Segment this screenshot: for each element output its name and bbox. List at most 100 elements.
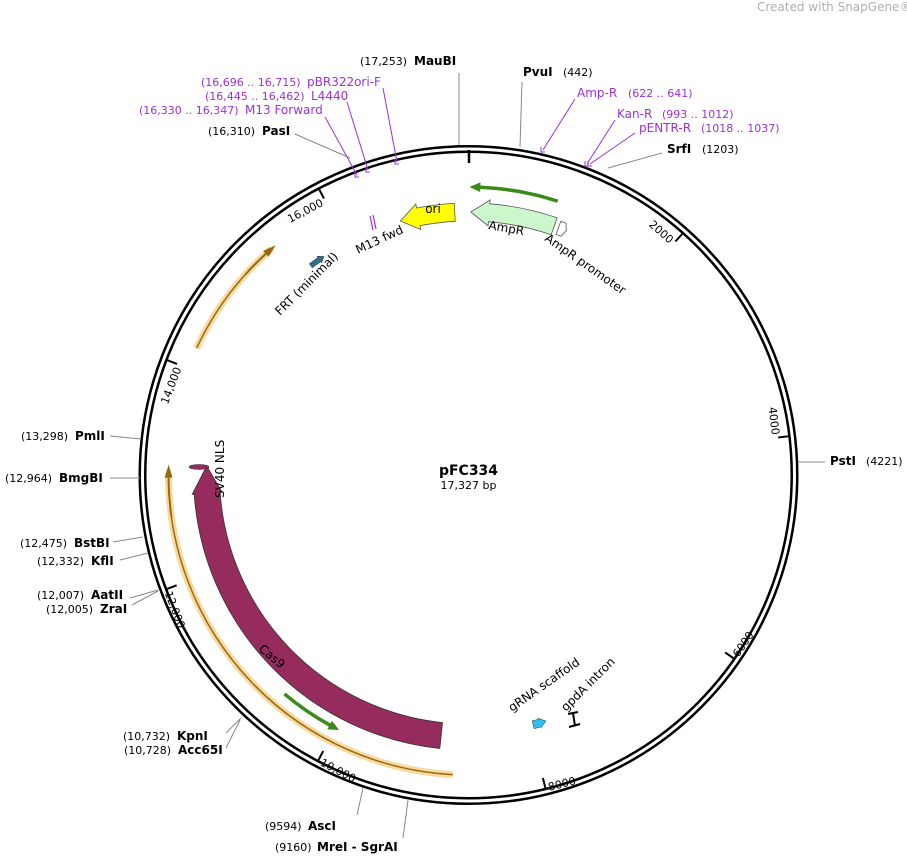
enzyme-name: AscI: [308, 819, 336, 833]
primer-name: M13 Forward: [245, 103, 323, 117]
enzyme-position: (13,298): [21, 430, 68, 443]
cut-site-leader: [402, 799, 409, 839]
enzyme-position: (12,332): [37, 555, 84, 568]
feature-label: AmpR promoter: [542, 231, 628, 297]
primer-name: pENTR-R: [639, 121, 691, 135]
feature-arrow: [531, 717, 547, 730]
primer-leader: [586, 119, 616, 165]
primer-mark: [354, 172, 359, 178]
enzyme-position: (16,310): [208, 125, 255, 138]
enzyme-name: BmgBI: [59, 471, 103, 485]
enzyme-position: (442): [563, 66, 593, 79]
ruler-label: 4000: [766, 406, 782, 435]
cut-site-leader: [131, 590, 159, 606]
enzyme-position: (1203): [702, 143, 739, 156]
plasmid-name: pFC334: [439, 463, 498, 479]
enzyme-position: (12,475): [20, 537, 67, 550]
cut-site-leader: [119, 552, 149, 561]
primer-mark: [365, 167, 370, 173]
primer-name: Amp-R: [577, 86, 617, 100]
direction-arrow: [469, 182, 559, 203]
enzyme-position: (10,732): [123, 730, 170, 743]
enzyme-position: (10,728): [124, 744, 171, 757]
plasmid-size: 17,327 bp: [441, 479, 497, 492]
feature-arrow: [399, 202, 456, 231]
enzyme-name: BstBI: [74, 536, 110, 550]
cut-site-leader: [129, 589, 159, 599]
feature-highlight: [193, 245, 274, 350]
enzyme-position: (17,253): [360, 55, 407, 68]
feature-arrow: [191, 465, 443, 749]
arrow-head: [244, 245, 276, 275]
feature-mark: [188, 464, 210, 470]
ruler-tick: [317, 750, 325, 761]
cut-site-leader: [519, 81, 523, 148]
primer-mark: [587, 161, 592, 167]
ruler-tick: [318, 189, 325, 199]
ruler-tick: [778, 435, 789, 439]
enzyme-name: PasI: [262, 124, 290, 138]
ruler-tick: [724, 651, 734, 659]
ruler-tick: [541, 777, 547, 788]
enzyme-position: (12,964): [5, 472, 52, 485]
feature-label: SV40 NLS: [213, 440, 227, 498]
ruler-tick: [674, 233, 683, 243]
enzyme-position: (9594): [265, 820, 302, 833]
primer-leader: [324, 116, 358, 176]
ruler-tick: [167, 359, 178, 365]
cut-site-leader: [225, 719, 241, 749]
primer-leader: [542, 98, 576, 151]
primer-position: (622 .. 641): [628, 87, 693, 100]
primer-name: L4440: [311, 89, 348, 103]
feature-mark: [567, 711, 581, 728]
cut-site-leader: [356, 787, 364, 816]
enzyme-name: PvuI: [523, 65, 553, 79]
feature-arrow: [308, 256, 325, 269]
enzyme-name: ZraI: [100, 602, 127, 616]
direction-arrow: [283, 692, 340, 731]
feature-arrow: [470, 199, 558, 236]
arrow-head: [164, 464, 173, 517]
feature-label: AmpR: [487, 218, 525, 238]
ruler-label: 8000: [547, 774, 577, 793]
ruler-label: 12,000: [162, 590, 188, 631]
enzyme-position: (12,005): [46, 603, 93, 616]
feature-label: FRT (minimal): [272, 249, 341, 318]
primer-position: (993 .. 1012): [662, 108, 734, 121]
cut-site-leader: [607, 152, 663, 169]
enzyme-position: (9160): [275, 841, 312, 854]
primer-position: (16,330 .. 16,347): [139, 104, 239, 117]
feature-label: ori: [425, 202, 441, 216]
enzyme-name: PstI: [830, 454, 856, 468]
cut-site-leader: [294, 133, 351, 159]
enzyme-name: KpnI: [177, 729, 208, 743]
enzyme-name: MauBI: [414, 54, 456, 68]
enzyme-position: (12,007): [37, 589, 84, 602]
feature-box: [555, 220, 567, 237]
primer-leader: [589, 132, 636, 165]
primer-mark: [394, 159, 399, 165]
ruler-tick: [166, 584, 177, 590]
cut-site-leader: [112, 536, 144, 543]
enzyme-position: (4221): [866, 455, 903, 468]
primer-leader: [346, 101, 369, 171]
enzyme-name: AatII: [91, 588, 123, 602]
feature-label: M13 fwd: [353, 223, 405, 257]
primer-leader: [382, 87, 398, 163]
enzyme-name: KflI: [91, 554, 114, 568]
primer-position: (16,696 .. 16,715): [201, 76, 301, 89]
primer-mark: [540, 147, 545, 153]
backbone-ring-gap: [141, 147, 796, 803]
cut-site-leader: [225, 717, 242, 734]
enzyme-name: SrfI: [667, 142, 691, 156]
primer-site: [369, 215, 374, 231]
feature-line: [167, 474, 453, 776]
primer-site: [372, 214, 377, 230]
enzyme-name: Acc65I: [178, 743, 223, 757]
primer-name: pBR322ori-F: [307, 75, 381, 89]
primer-position: (16,445 .. 16,462): [205, 90, 305, 103]
watermark: Created with SnapGene®: [757, 0, 907, 14]
primer-position: (1018 .. 1037): [701, 122, 780, 135]
cut-site-leader: [109, 435, 142, 440]
